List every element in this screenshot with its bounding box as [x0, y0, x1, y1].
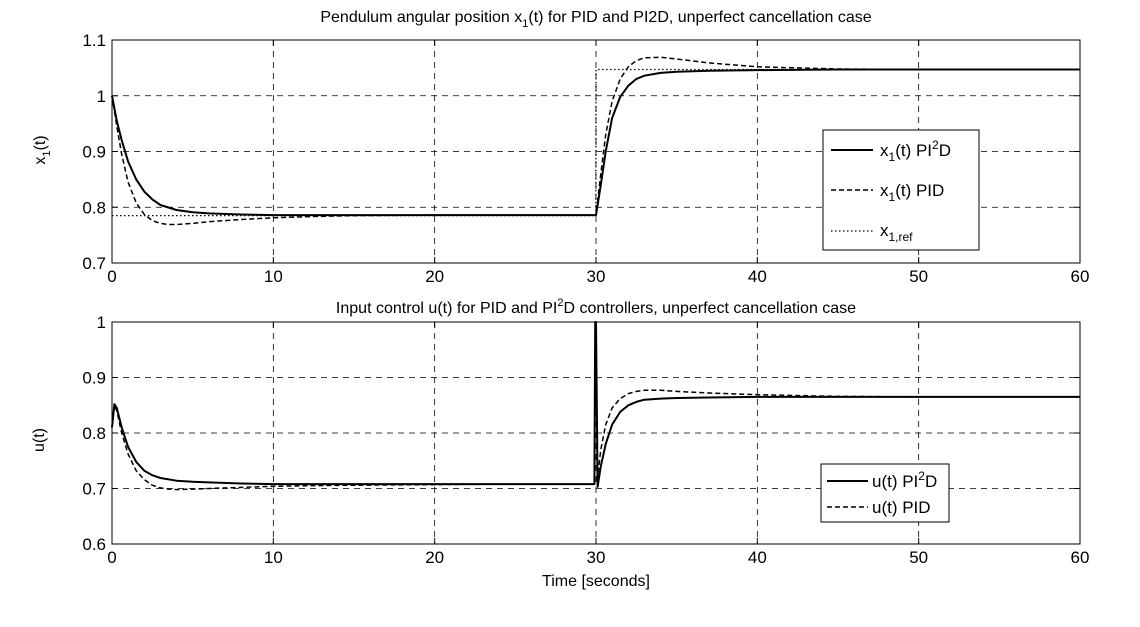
x-tick-label: 30: [587, 548, 606, 567]
legend-box: [820, 463, 950, 523]
x-tick-label: 10: [264, 267, 283, 286]
y-tick-label: 1: [97, 313, 106, 332]
x-tick-label: 40: [748, 267, 767, 286]
control-plot: Input control u(t) for PID and PI2D cont…: [31, 297, 1089, 590]
position-plot-legend: x1(t) PI2D x1(t) PID x1,ref: [822, 129, 980, 251]
x-tick-label: 0: [107, 548, 116, 567]
y-tick-label: 1.1: [82, 31, 106, 50]
control-plot-title: Input control u(t) for PID and PI2D cont…: [336, 297, 856, 317]
position-plot-series: [111, 56, 1080, 226]
position-plot-ticks: 0 10 20 30 40 50 60 0.7 0.8 0.9 1 1.1: [82, 31, 1089, 286]
y-tick-label: 0.9: [82, 143, 106, 162]
position-plot-title: Pendulum angular position x1(t) for PID …: [320, 9, 871, 30]
y-tick-label: 0.6: [82, 535, 106, 554]
position-plot: Pendulum angular position x1(t) for PID …: [32, 9, 1089, 286]
legend-entry-pi2d: x1(t) PI2D: [880, 138, 951, 164]
control-plot-series: [111, 321, 1080, 491]
x-tick-label: 0: [107, 267, 116, 286]
x-tick-label: 20: [425, 267, 444, 286]
legend-entry-ref: x1,ref: [880, 221, 913, 244]
control-plot-legend: u(t) PI2D u(t) PID: [820, 463, 950, 523]
control-plot-xlabel: Time [seconds]: [542, 573, 650, 590]
legend-entry-pi2d: u(t) PI2D: [872, 469, 937, 491]
series-line-solid: [111, 321, 1080, 488]
y-tick-label: 0.7: [82, 480, 106, 499]
y-tick-label: 0.8: [82, 424, 106, 443]
control-plot-ticks: 0 10 20 30 40 50 60 0.6 0.7 0.8 0.9 1: [82, 313, 1089, 567]
series-line-dashed: [111, 56, 1080, 226]
y-tick-label: 0.8: [82, 198, 106, 217]
series-line-dotted: [112, 68, 1080, 217]
x-tick-label: 10: [264, 548, 283, 567]
x-tick-label: 30: [587, 267, 606, 286]
legend-entry-pid: u(t) PID: [872, 498, 931, 517]
x-tick-label: 20: [425, 548, 444, 567]
control-plot-ylabel: u(t): [31, 428, 48, 452]
y-tick-label: 0.7: [82, 254, 106, 273]
x-tick-label: 40: [748, 548, 767, 567]
series-line-dashed: [111, 389, 1080, 491]
x-tick-label: 60: [1071, 548, 1090, 567]
x-tick-label: 50: [909, 267, 928, 286]
y-tick-label: 0.9: [82, 369, 106, 388]
position-plot-ylabel: x1(t): [32, 135, 53, 164]
legend-entry-pid: x1(t) PID: [880, 181, 944, 204]
x-tick-label: 50: [909, 548, 928, 567]
x-tick-label: 60: [1071, 267, 1090, 286]
y-tick-label: 1: [97, 87, 106, 106]
